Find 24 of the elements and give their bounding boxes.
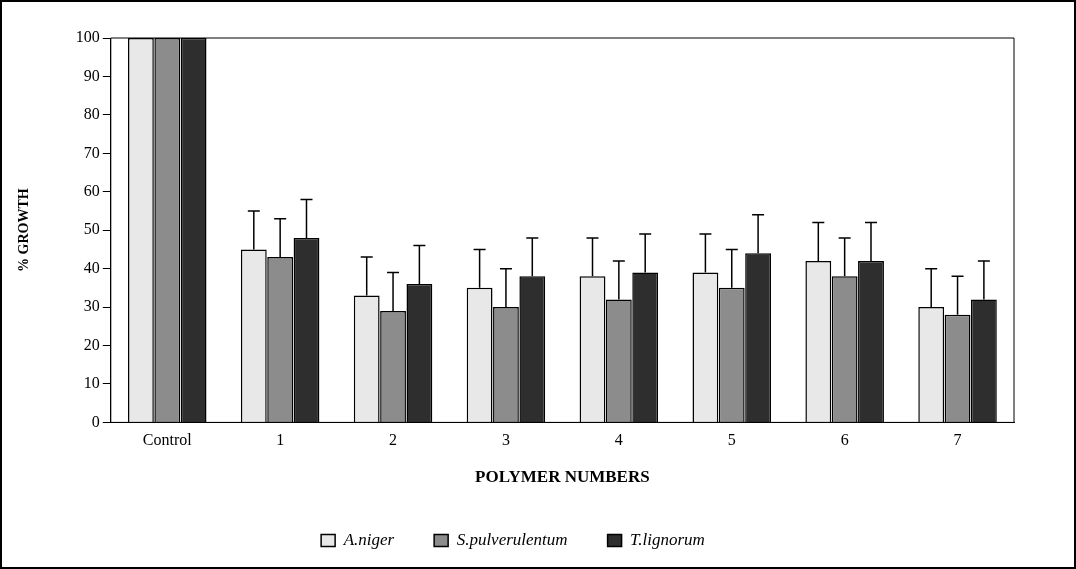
- x-tick-label: 7: [953, 431, 962, 449]
- x-tick-label: 3: [501, 431, 510, 449]
- y-tick-label: 100: [75, 28, 100, 46]
- y-tick-label: 40: [83, 258, 100, 276]
- y-axis-title: % GROWTH: [16, 188, 32, 273]
- y-tick-label: 90: [83, 66, 100, 84]
- x-axis-title: POLYMER NUMBERS: [475, 467, 650, 487]
- y-tick-label: 50: [83, 220, 100, 238]
- y-tick-label: 60: [83, 181, 100, 199]
- y-tick-label: 30: [83, 297, 100, 315]
- x-tick-label: 4: [614, 431, 623, 449]
- x-tick-label: 2: [389, 431, 398, 449]
- x-tick-label: 5: [727, 431, 736, 449]
- y-tick-label: 20: [83, 335, 100, 353]
- y-tick-label: 10: [83, 374, 100, 392]
- legend-label: S.pulverulentum: [456, 529, 568, 549]
- legend-label: A.niger: [342, 529, 395, 549]
- y-tick-label: 70: [83, 143, 100, 161]
- y-tick-label: 0: [91, 412, 100, 430]
- y-tick-label: 80: [83, 105, 100, 123]
- x-tick-label: 6: [840, 431, 849, 449]
- x-tick-label: 1: [276, 431, 285, 449]
- x-tick-label: Control: [142, 431, 193, 449]
- legend-label: T.lignorum: [630, 529, 705, 549]
